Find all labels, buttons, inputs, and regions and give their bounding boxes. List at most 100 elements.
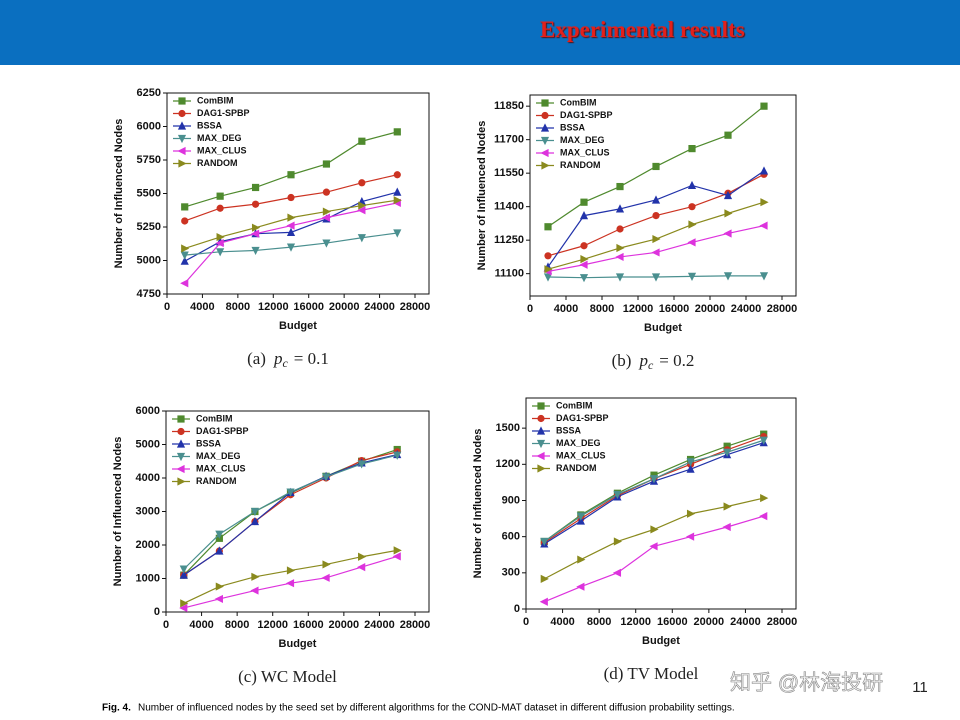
legend-marker: [177, 415, 185, 423]
caption-subscript: c: [282, 356, 288, 370]
y-axis-title: Number of Influenced Nodes: [476, 121, 488, 271]
point: [652, 162, 660, 171]
x-tick-label: 0: [527, 303, 533, 315]
point: [579, 211, 589, 220]
point: [393, 546, 402, 555]
point: [251, 223, 261, 232]
legend-marker: [177, 146, 186, 156]
point: [723, 272, 733, 281]
x-tick-label: 8000: [587, 616, 611, 628]
caption-label: (c) WC Model: [238, 667, 337, 686]
point: [539, 597, 548, 606]
point: [580, 198, 588, 206]
point: [579, 260, 588, 269]
point: [540, 574, 549, 583]
caption-variable: p: [273, 349, 283, 368]
point: [287, 171, 295, 179]
point: [616, 243, 625, 253]
point: [760, 198, 769, 207]
point: [759, 436, 768, 445]
legend-marker: [178, 109, 186, 118]
point: [322, 160, 331, 168]
point: [251, 572, 260, 581]
point: [393, 187, 402, 196]
point: [285, 579, 295, 588]
point: [215, 238, 224, 248]
y-tick-label: 4750: [137, 288, 161, 300]
point: [180, 599, 189, 608]
point: [251, 183, 260, 192]
point: [251, 246, 260, 256]
point: [322, 560, 331, 569]
y-tick-label: 11550: [494, 167, 524, 179]
legend-label: MAX_CLUS: [560, 147, 610, 157]
point: [723, 448, 732, 457]
y-tick-label: 11100: [495, 268, 524, 280]
point: [215, 546, 224, 555]
legend-label: MAX_CLUS: [197, 145, 247, 155]
y-tick-label: 11850: [494, 100, 524, 112]
x-axis-title: Budget: [642, 635, 680, 647]
point: [759, 221, 768, 230]
point: [287, 213, 296, 222]
legend-label: BSSA: [196, 438, 222, 448]
point: [216, 232, 225, 242]
point: [579, 274, 589, 283]
point: [613, 490, 622, 500]
point: [722, 522, 731, 532]
legend-label: MAX_CLUS: [556, 450, 606, 460]
series-line: [544, 497, 764, 580]
point: [724, 131, 732, 139]
point: [358, 552, 367, 561]
point: [688, 145, 696, 153]
legend-label: ComBIM: [560, 97, 597, 107]
legend-label: ComBIM: [556, 400, 593, 410]
x-tick-label: 12000: [257, 619, 288, 631]
y-tick-label: 5750: [137, 154, 161, 166]
point: [580, 255, 589, 264]
legend-marker: [541, 99, 549, 107]
point: [322, 207, 332, 216]
caption-label: (d) TV Model: [604, 664, 699, 683]
point: [180, 251, 189, 260]
point: [180, 279, 189, 288]
y-axis-title: Number of Influenced Nodes: [113, 119, 125, 269]
caption-subscript: c: [648, 358, 654, 372]
x-tick-label: 16000: [293, 619, 324, 631]
y-tick-label: 5500: [137, 187, 161, 199]
legend-label: RANDOM: [197, 158, 238, 168]
point: [358, 137, 366, 145]
point: [322, 188, 331, 196]
point: [214, 594, 223, 604]
point: [216, 204, 224, 212]
point: [686, 464, 695, 473]
x-tick-label: 20000: [329, 619, 360, 631]
point: [616, 225, 624, 233]
point: [357, 563, 366, 572]
caption-rest: = 0.1: [294, 349, 329, 368]
x-tick-label: 12000: [258, 301, 289, 313]
x-tick-label: 8000: [225, 619, 249, 631]
legend-label: ComBIM: [196, 413, 233, 423]
legend-label: MAX_DEG: [556, 438, 601, 448]
legend-marker: [176, 464, 185, 474]
point: [215, 582, 224, 591]
legend-marker: [541, 161, 550, 170]
x-tick-label: 4000: [190, 301, 214, 313]
caption-rest: = 0.2: [659, 351, 694, 370]
legend-marker: [540, 136, 550, 146]
point: [723, 229, 732, 238]
point: [357, 206, 366, 215]
y-tick-label: 300: [502, 567, 520, 579]
point: [759, 272, 769, 281]
y-tick-label: 1500: [496, 422, 520, 434]
point: [250, 229, 260, 238]
point: [687, 272, 697, 281]
caption-variable: p: [638, 351, 648, 370]
legend-marker: [176, 439, 186, 448]
x-tick-label: 16000: [293, 301, 324, 313]
x-tick-label: 24000: [364, 619, 395, 631]
legend-label: RANDOM: [556, 463, 597, 473]
point: [687, 180, 697, 190]
point: [181, 244, 190, 253]
